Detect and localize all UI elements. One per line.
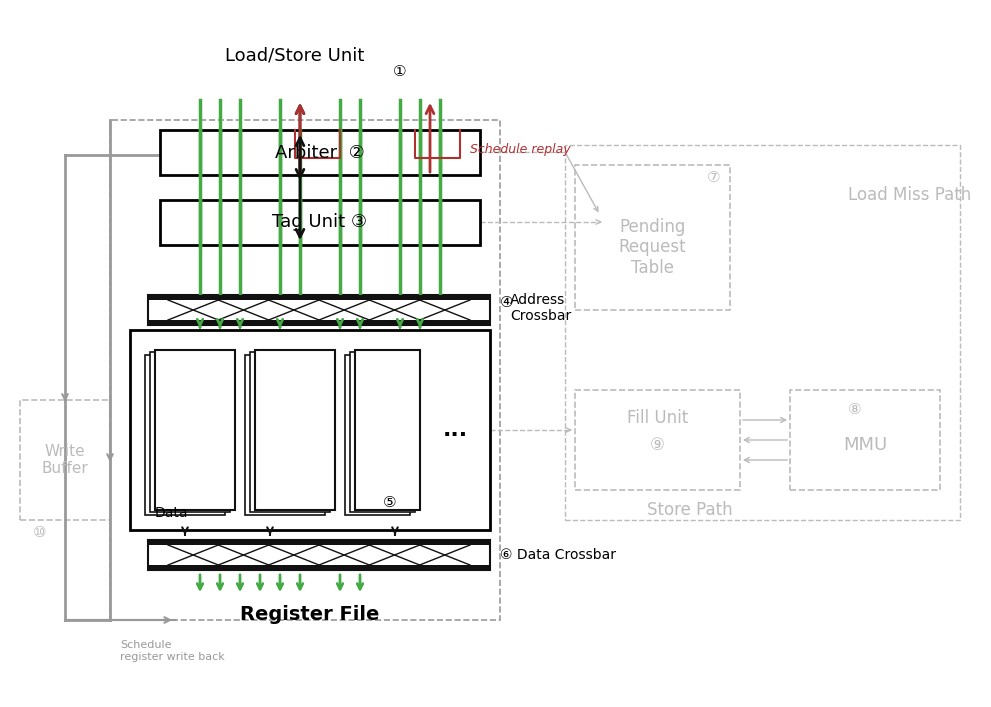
Text: ⑩: ⑩ xyxy=(33,525,47,540)
Text: ⑤: ⑤ xyxy=(384,495,396,510)
Text: Data: Data xyxy=(155,506,188,520)
Text: Pending
Request
Table: Pending Request Table xyxy=(618,218,687,277)
Text: Tag Unit ③: Tag Unit ③ xyxy=(273,214,368,231)
Text: Address
Crossbar: Address Crossbar xyxy=(510,293,571,323)
Text: Schedule
register write back: Schedule register write back xyxy=(120,640,225,662)
Bar xyxy=(148,565,490,570)
Bar xyxy=(350,352,415,512)
Text: Load Miss Path: Load Miss Path xyxy=(848,186,971,204)
Bar xyxy=(145,355,225,515)
Bar xyxy=(565,145,960,520)
Text: ⑦: ⑦ xyxy=(707,170,720,185)
Bar xyxy=(155,350,235,510)
Bar xyxy=(148,295,490,300)
Text: Fill Unit: Fill Unit xyxy=(627,409,688,427)
Bar xyxy=(575,165,730,310)
Text: Store Path: Store Path xyxy=(647,501,732,519)
Bar xyxy=(160,200,480,245)
Bar xyxy=(160,130,480,175)
Bar xyxy=(245,355,325,515)
Text: ④: ④ xyxy=(500,295,513,310)
Bar xyxy=(20,400,110,520)
Bar xyxy=(130,330,490,530)
Text: Register File: Register File xyxy=(240,605,380,624)
Bar xyxy=(148,320,490,325)
Text: ...: ... xyxy=(442,420,468,440)
Bar xyxy=(790,390,940,490)
Text: ①: ① xyxy=(393,64,407,79)
Bar xyxy=(150,352,230,512)
Bar xyxy=(575,390,740,490)
Bar xyxy=(148,540,490,570)
Text: Arbiter  ②: Arbiter ② xyxy=(275,144,365,161)
Bar xyxy=(110,120,500,620)
Text: ⑧: ⑧ xyxy=(848,402,862,418)
Bar xyxy=(355,350,420,510)
Bar xyxy=(345,355,410,515)
Text: MMU: MMU xyxy=(843,436,887,454)
Text: Schedule replay: Schedule replay xyxy=(470,144,571,156)
Bar xyxy=(250,352,330,512)
Bar xyxy=(148,295,490,325)
Text: Write
Buffer: Write Buffer xyxy=(42,444,88,477)
Text: ⑥ Data Crossbar: ⑥ Data Crossbar xyxy=(500,548,616,562)
Text: Load/Store Unit: Load/Store Unit xyxy=(225,46,365,64)
Bar xyxy=(255,350,335,510)
Bar xyxy=(148,540,490,545)
Text: ⑨: ⑨ xyxy=(650,436,665,454)
